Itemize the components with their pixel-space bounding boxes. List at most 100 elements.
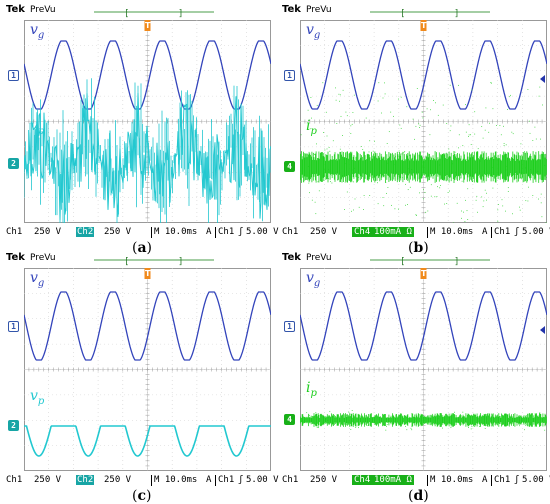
waveform-plot: T [300,268,547,471]
scope-graticule: T [24,268,271,471]
label-ip: ip [306,380,317,399]
scope-graticule: T [300,268,547,471]
trigger-mode: A [206,227,211,237]
status-divider [215,475,216,486]
trigger-source: Ch1 [494,475,510,485]
trigger-slope: ʃ [514,227,519,237]
timebase: M 10.0ms [430,475,473,485]
svg-text:T: T [145,269,151,278]
trigger-slope: ʃ [514,475,519,485]
status-divider [151,475,152,486]
ch1-label: Ch1 [6,475,22,485]
panel-caption: (d) [408,488,429,504]
trigger-position-bar: [] [370,255,490,265]
status-divider [491,227,492,238]
ch2-scale: 100mA Ω [372,227,414,237]
channel-4-marker: 4 [284,414,295,425]
svg-text:T: T [421,269,427,278]
channel-1-marker: 1 [284,70,295,81]
scope-graticule: T [24,20,271,223]
trigger-level: 5.00 V [522,475,550,485]
label-ip: ip [306,118,317,137]
channel-1-marker: 1 [284,321,295,332]
trigger-slope: ʃ [238,475,243,485]
waveform-plot: T [300,20,547,223]
ch2-scale: 250 V [104,475,131,485]
trigger-level: 5.00 V [522,227,550,237]
svg-text:]: ] [178,257,183,267]
svg-text:]: ] [454,9,459,19]
timebase: M 10.0ms [154,475,197,485]
ch1-label: Ch1 [6,227,22,237]
channel-2-marker: 2 [8,420,19,431]
trigger-source: Ch1 [494,227,510,237]
trigger-level-arrow [540,326,545,334]
trigger-source: Ch1 [218,475,234,485]
trigger-marker: T [421,20,428,31]
ch2-scale: 250 V [104,227,131,237]
waveform-plot: T [24,20,271,223]
ch1-scale: 250 V [34,227,61,237]
svg-text:]: ] [454,257,459,267]
ch1-scale: 250 V [310,227,337,237]
brand-label: Tek [6,4,25,15]
channel-1-marker: 1 [8,321,19,332]
trigger-level: 5.00 V [246,475,279,485]
ch2-label: Ch4 [352,475,372,485]
trigger-marker: T [421,268,428,279]
panel-caption: (c) [132,488,151,504]
scope-graticule: T [300,20,547,223]
svg-text:T: T [145,21,151,30]
trigger-position-bar: [] [94,7,214,17]
ch1-label: Ch1 [282,227,298,237]
trigger-position-bar: [] [370,7,490,17]
ch1-label: Ch1 [282,475,298,485]
trigger-mode: A [482,227,487,237]
mode-label: PreVu [306,5,332,15]
label-vg: vg [306,22,320,41]
brand-label: Tek [6,252,25,263]
status-divider [427,475,428,486]
label-vg: vg [30,22,44,41]
ch1-scale: 250 V [310,475,337,485]
status-divider [215,227,216,238]
trigger-position-bar: [] [94,255,214,265]
trigger-marker: T [145,20,152,31]
trigger-source: Ch1 [218,227,234,237]
svg-text:[: [ [400,9,405,19]
channel-1-marker: 1 [8,70,19,81]
ch1-scale: 250 V [34,475,61,485]
trigger-mode: A [482,475,487,485]
waveform-plot: T [24,268,271,471]
channel-4-marker: 4 [284,161,295,172]
svg-text:[: [ [124,257,129,267]
mode-label: PreVu [306,253,332,263]
label-vg: vg [306,270,320,289]
label-vg: vg [30,270,44,289]
trigger-marker: T [145,268,152,279]
trigger-level: 5.00 V [246,227,279,237]
timebase: M 10.0ms [430,227,473,237]
status-divider [151,227,152,238]
ch2-label: Ch2 [76,475,94,485]
timebase: M 10.0ms [154,227,197,237]
mode-label: PreVu [30,253,56,263]
label-vp: vp [30,118,44,137]
ch2-label: Ch4 [352,227,372,237]
trigger-slope: ʃ [238,227,243,237]
svg-text:T: T [421,21,427,30]
brand-label: Tek [282,252,301,263]
mode-label: PreVu [30,5,56,15]
svg-text:]: ] [178,9,183,19]
svg-text:[: [ [400,257,405,267]
channel-2-marker: 2 [8,158,19,169]
brand-label: Tek [282,4,301,15]
